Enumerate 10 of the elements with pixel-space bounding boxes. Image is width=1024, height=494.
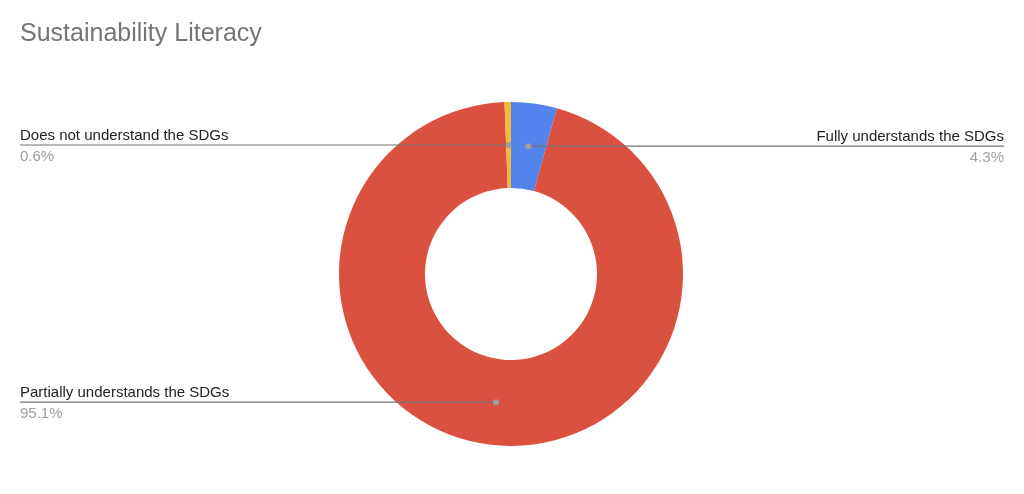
slice-label: Partially understands the SDGs [20, 383, 230, 401]
slice-label: Does not understand the SDGs [20, 126, 229, 144]
donut-slice [339, 102, 683, 446]
data-label: 95.1% [20, 404, 63, 422]
data-label: 4.3% [969, 148, 1004, 166]
chart-title: Sustainability Literacy [20, 18, 263, 46]
data-label: 0.6% [20, 147, 55, 165]
slice-label: Fully understands the SDGs [816, 127, 1004, 145]
donut-slice [504, 102, 511, 189]
donut-slice [511, 102, 557, 192]
